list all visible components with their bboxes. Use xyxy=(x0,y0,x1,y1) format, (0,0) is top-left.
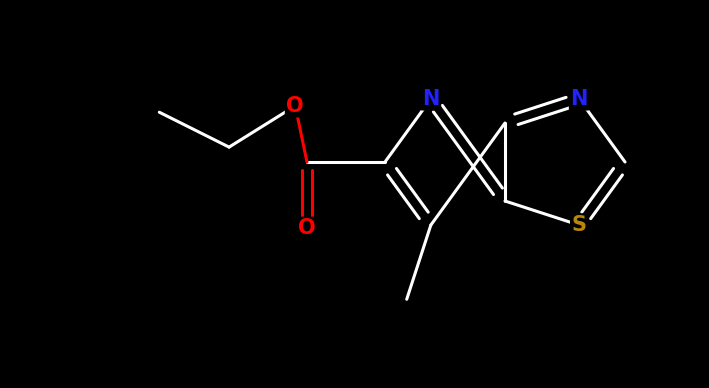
Text: O: O xyxy=(298,218,316,238)
Text: N: N xyxy=(422,89,440,109)
Text: O: O xyxy=(286,96,304,116)
Text: N: N xyxy=(571,89,588,109)
Text: S: S xyxy=(571,215,586,235)
